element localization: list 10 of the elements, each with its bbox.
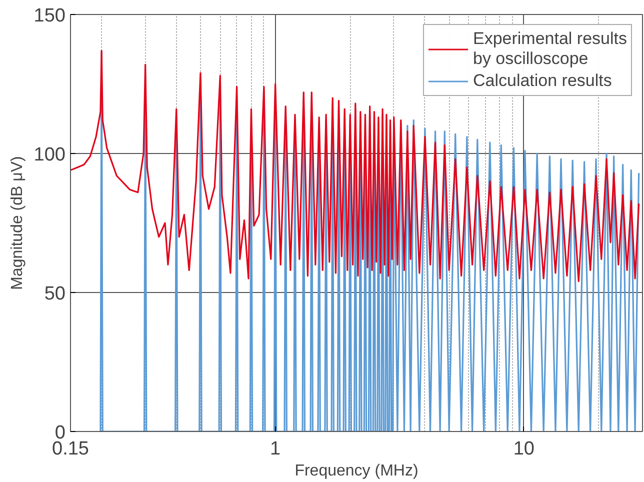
x-tick-label: 10: [513, 438, 534, 460]
legend-label: Experimental results by oscilloscope: [472, 29, 627, 69]
x-axis-title: Frequency (MHz): [294, 462, 418, 480]
x-tick-label: 0.15: [52, 438, 89, 460]
y-tick-label: 50: [44, 284, 66, 304]
y-axis-title: Magnitude (dB μV): [8, 156, 26, 290]
y-tick-label: 100: [34, 144, 66, 166]
x-tick-label: 1: [270, 438, 281, 460]
y-tick-label: 150: [34, 6, 66, 26]
legend-label: Calculation results: [472, 71, 612, 91]
